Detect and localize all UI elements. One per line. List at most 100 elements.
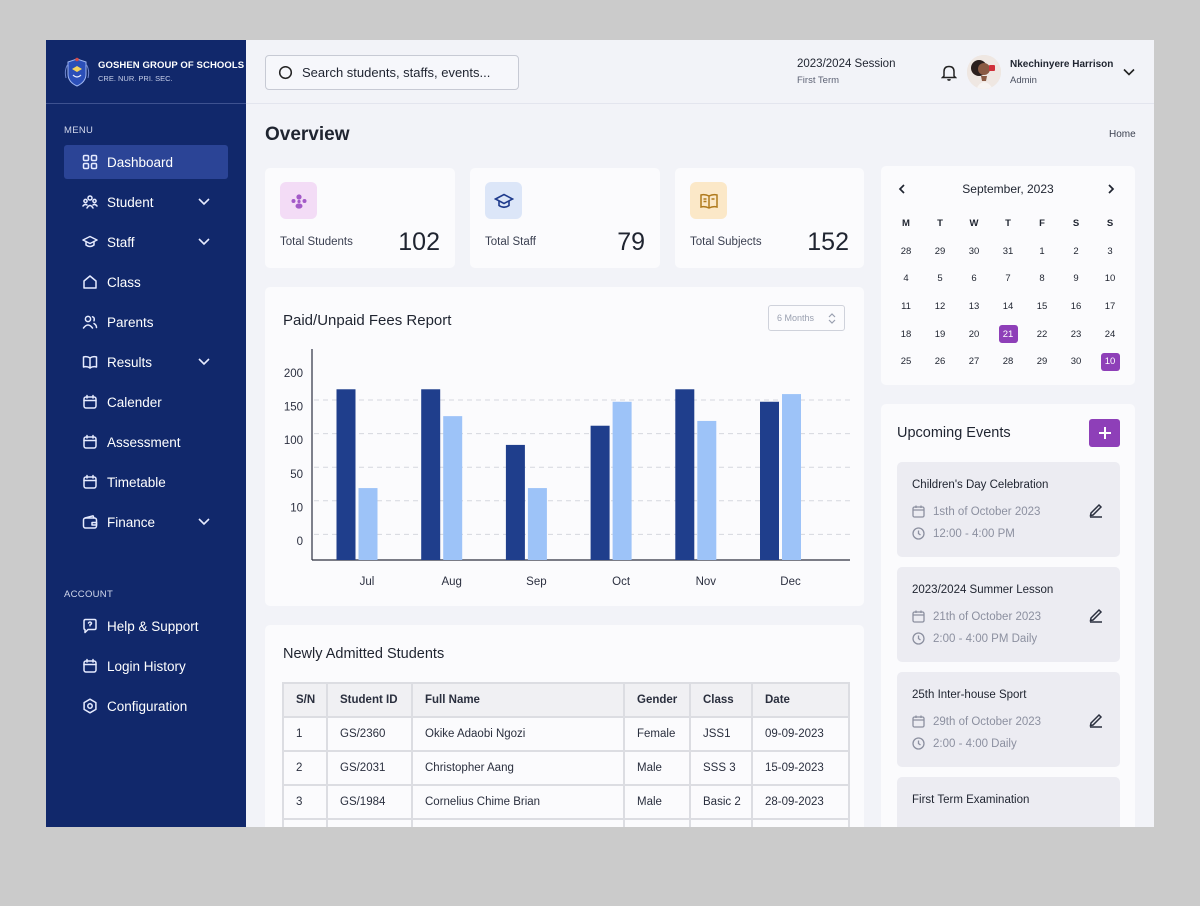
column-header[interactable]: Class [689,682,753,718]
table-title: Newly Admitted Students [283,646,445,662]
calendar-day[interactable]: 29 [1025,348,1059,376]
calendar-day[interactable]: 9 [1059,265,1093,293]
calendar-day[interactable]: 17 [1093,293,1127,321]
calendar-day[interactable]: 4 [889,265,923,293]
stat-card-staff: Total Staff 79 [470,168,660,268]
calendar-day[interactable]: 5 [923,265,957,293]
calendar-day[interactable]: 30 [957,238,991,266]
sidebar-item-results[interactable]: Results [64,345,228,379]
calendar-day-number: 22 [1036,328,1048,340]
sidebar-item-student[interactable]: Student [64,185,228,219]
sidebar-item-class[interactable]: Class [64,265,228,299]
bell-icon[interactable] [941,64,957,81]
calendar-icon [83,394,97,409]
event-card[interactable]: Children's Day Celebration 1sth of Octob… [897,462,1120,557]
x-tick-label: Sep [526,576,546,588]
column-header[interactable]: Gender [623,682,691,718]
breadcrumb[interactable]: Home [1109,129,1136,140]
calendar-day[interactable]: 22 [1025,320,1059,348]
calendar-icon [912,715,925,728]
calendar-day[interactable]: 20 [957,320,991,348]
sidebar-item-login-history[interactable]: Login History [64,649,228,683]
calendar-day[interactable]: 15 [1025,293,1059,321]
sidebar-item-assessment[interactable]: Assessment [64,425,228,459]
calendar-day[interactable]: 28 [889,238,923,266]
brand[interactable]: GOSHEN GROUP OF SCHOOLS CRE. NUR. PRI. S… [46,40,246,104]
event-time: 2:00 - 4:00 Daily [933,737,1017,750]
sidebar-item-timetable[interactable]: Timetable [64,465,228,499]
chevron-down-icon[interactable] [1123,68,1135,77]
sidebar-item-configuration[interactable]: Configuration [64,689,228,723]
event-card[interactable]: 2023/2024 Summer Lesson 21th of October … [897,567,1120,662]
calendar-day[interactable]: 8 [1025,265,1059,293]
calendar-day[interactable]: 18 [889,320,923,348]
sidebar-item-help-support[interactable]: Help & Support [64,609,228,643]
sidebar-item-dashboard[interactable]: Dashboard [64,145,228,179]
calendar-day[interactable]: 27 [957,348,991,376]
calendar-day[interactable]: 21 [991,320,1025,348]
chart-title: Paid/Unpaid Fees Report [283,312,452,329]
user-info[interactable]: Nkechinyere Harrison Admin [1010,59,1113,86]
calendar-day[interactable]: 30 [1059,348,1093,376]
calendar-day[interactable]: 28 [991,348,1025,376]
calendar-day[interactable]: 19 [923,320,957,348]
edit-icon[interactable] [1088,607,1104,623]
calendar-day[interactable]: 31 [991,238,1025,266]
table-row[interactable] [282,818,850,827]
edit-icon[interactable] [1088,502,1104,518]
session-selector[interactable]: 2023/2024 Session First Term [797,58,895,86]
calendar-day[interactable]: 14 [991,293,1025,321]
calendar-day[interactable]: 16 [1059,293,1093,321]
sidebar-item-parents[interactable]: Parents [64,305,228,339]
chevron-right-icon[interactable] [1106,184,1116,194]
table-row[interactable]: 3 GS/1984 Cornelius Chime Brian Male Bas… [282,784,850,820]
calendar-day[interactable]: 26 [923,348,957,376]
calendar-day[interactable]: 2 [1059,238,1093,266]
calendar-day[interactable]: 11 [889,293,923,321]
calendar-day-number: 28 [900,245,912,257]
event-date-row: 29th of October 2023 [912,715,1041,728]
add-event-button[interactable] [1089,419,1120,447]
calendar-day-number: 13 [968,301,980,313]
column-header[interactable]: S/N [282,682,328,718]
edit-icon[interactable] [1088,712,1104,728]
column-header[interactable]: Full Name [411,682,625,718]
calendar-day-number: 26 [934,356,946,368]
calendar-day[interactable]: 25 [889,348,923,376]
calendar-day[interactable]: 3 [1093,238,1127,266]
calendar-day[interactable]: 24 [1093,320,1127,348]
weekday-label: S [1072,218,1080,230]
search-input[interactable] [302,65,502,80]
table-row[interactable]: 2 GS/2031 Christopher Aang Male SSS 3 15… [282,750,850,786]
event-card[interactable]: First Term Examination [897,777,1120,827]
calendar-day[interactable]: 23 [1059,320,1093,348]
cell: GS/1984 [326,784,413,820]
calendar-day[interactable]: 10 [1093,265,1127,293]
range-select[interactable]: 6 Months [768,305,845,331]
cell [689,818,753,827]
calendar-day[interactable]: 7 [991,265,1025,293]
fees-chart-card: Paid/Unpaid Fees Report 6 Months 200 150 1… [265,287,864,606]
chevron-left-icon[interactable] [897,184,907,194]
students-stat-icon-wrap [280,182,317,219]
event-card[interactable]: 25th Inter-house Sport 29th of October 2… [897,672,1120,767]
search-box[interactable] [265,55,519,90]
calendar-day[interactable]: 13 [957,293,991,321]
column-header[interactable]: Student ID [326,682,413,718]
table-row[interactable]: 1 GS/2360 Okike Adaobi Ngozi Female JSS1… [282,716,850,752]
calendar-day[interactable]: 29 [923,238,957,266]
calendar-day[interactable]: 12 [923,293,957,321]
chevron-down-icon [198,238,210,246]
calendar-day[interactable]: 6 [957,265,991,293]
sidebar-item-label: Help & Support [107,618,199,634]
column-header[interactable]: Date [751,682,850,718]
avatar[interactable] [967,55,1001,89]
sidebar-item-label: Timetable [107,474,166,490]
sidebar-item-finance[interactable]: Finance [64,505,228,539]
sidebar-item-staff[interactable]: Staff [64,225,228,259]
calendar-day[interactable]: 10 [1093,348,1127,376]
calendar-day-number: 29 [934,245,946,257]
sidebar-item-calender[interactable]: Calender [64,385,228,419]
calendar-day[interactable]: 1 [1025,238,1059,266]
